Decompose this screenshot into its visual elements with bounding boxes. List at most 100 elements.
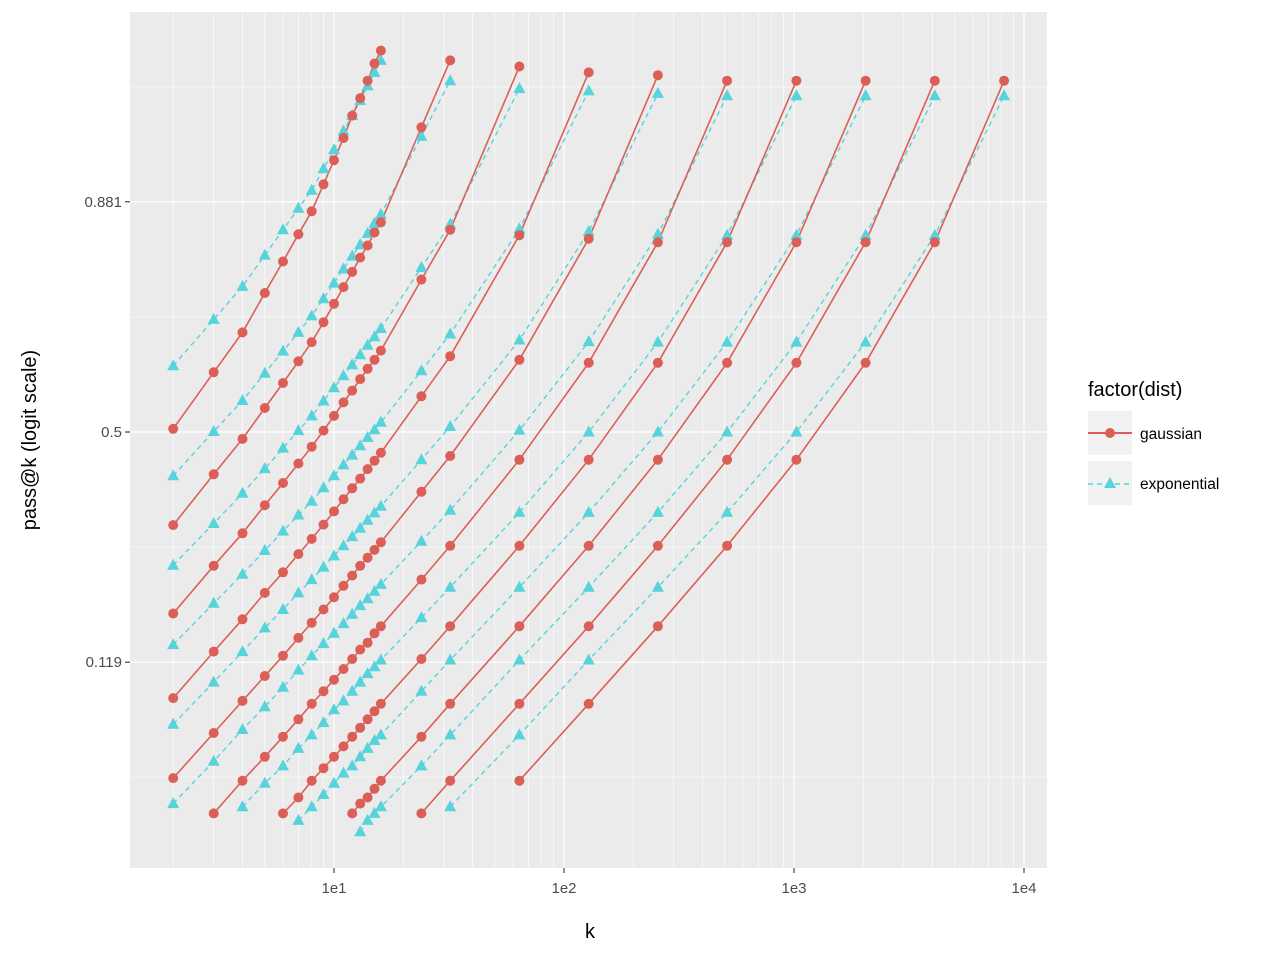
data-point-gaussian	[259, 751, 270, 762]
data-point-exponential	[317, 637, 330, 649]
data-point-exponential	[236, 567, 249, 579]
data-point-exponential	[305, 800, 318, 812]
data-point-exponential	[415, 534, 428, 546]
data-point-exponential	[368, 65, 381, 77]
data-point-exponential	[277, 759, 289, 771]
data-point-gaussian	[929, 237, 940, 248]
data-point-exponential	[374, 207, 387, 219]
data-point-gaussian	[722, 454, 733, 465]
data-point-exponential	[354, 825, 367, 837]
data-point-gaussian	[583, 357, 594, 368]
data-point-exponential	[444, 327, 457, 339]
data-point-gaussian	[306, 617, 317, 628]
data-point-exponential	[277, 344, 289, 356]
data-point-gaussian	[369, 455, 380, 466]
data-point-gaussian	[652, 237, 663, 248]
data-point-gaussian	[318, 179, 329, 190]
data-point-gaussian	[369, 706, 380, 717]
y-tick-label: 0.881	[84, 194, 122, 211]
data-point-exponential	[258, 248, 271, 260]
data-point-gaussian	[722, 540, 733, 551]
data-point-exponential	[415, 684, 428, 696]
data-point-exponential	[317, 560, 330, 572]
data-point-gaussian	[318, 519, 329, 530]
x-axis-title: k	[585, 921, 596, 943]
y-tick-label: 0.5	[101, 424, 122, 441]
data-point-gaussian	[362, 792, 373, 803]
data-point-gaussian	[259, 403, 270, 413]
data-point-exponential	[361, 592, 374, 604]
data-point-gaussian	[369, 354, 380, 365]
data-point-exponential	[368, 806, 381, 818]
data-point-exponential	[374, 415, 387, 427]
data-point-gaussian	[306, 775, 317, 786]
data-point-gaussian	[369, 227, 380, 238]
data-point-gaussian	[278, 256, 288, 267]
data-point-gaussian	[445, 540, 456, 551]
data-point-gaussian	[791, 75, 802, 86]
data-point-gaussian	[355, 798, 366, 809]
data-point-gaussian	[347, 266, 358, 277]
data-point-gaussian	[318, 686, 329, 697]
data-point-exponential	[582, 335, 595, 347]
data-point-gaussian	[168, 608, 179, 619]
data-point-exponential	[790, 335, 803, 347]
data-point-gaussian	[347, 654, 358, 664]
data-point-gaussian	[369, 544, 380, 555]
x-tick-label: 1e1	[321, 880, 346, 897]
data-point-exponential	[513, 505, 526, 517]
data-point-gaussian	[338, 282, 349, 293]
data-point-exponential	[305, 183, 318, 195]
data-point-gaussian	[259, 500, 270, 511]
series-line-exponential	[172, 93, 659, 725]
data-point-gaussian	[168, 423, 179, 434]
data-point-gaussian	[278, 567, 288, 578]
data-point-gaussian	[237, 433, 248, 444]
legend-label: exponential	[1140, 476, 1219, 493]
data-point-gaussian	[445, 775, 456, 786]
data-point-gaussian	[237, 528, 248, 539]
data-point-gaussian	[293, 356, 304, 367]
data-point-gaussian	[652, 540, 663, 551]
data-point-gaussian	[278, 378, 288, 388]
data-point-exponential	[361, 338, 374, 350]
data-point-gaussian	[278, 808, 288, 819]
data-point-gaussian	[929, 75, 940, 86]
data-point-exponential	[415, 453, 428, 465]
data-point-gaussian	[583, 698, 594, 709]
data-point-exponential	[305, 409, 318, 421]
data-point-exponential	[651, 580, 664, 592]
axes: 1e1 1e2 1e3 1e4 0.119 0.5 0.881	[84, 194, 1036, 897]
data-point-exponential	[337, 694, 350, 706]
data-point-gaussian	[293, 549, 304, 560]
data-point-exponential	[354, 675, 367, 687]
data-point-exponential	[328, 626, 340, 638]
data-point-gaussian	[416, 654, 427, 664]
data-point-exponential	[928, 228, 941, 240]
data-point-exponential	[277, 603, 289, 614]
data-point-exponential	[444, 74, 457, 86]
data-point-gaussian	[514, 61, 525, 72]
data-point-exponential	[167, 469, 180, 481]
data-point-gaussian	[338, 397, 349, 408]
data-point-exponential	[337, 262, 350, 274]
data-point-exponential	[374, 499, 387, 511]
data-point-exponential	[444, 728, 457, 740]
data-point-exponential	[236, 394, 249, 405]
data-point-gaussian	[722, 75, 733, 86]
data-point-gaussian	[329, 155, 339, 166]
data-point-gaussian	[860, 357, 871, 368]
data-point-gaussian	[318, 604, 329, 615]
data-point-exponential	[361, 741, 374, 753]
data-point-exponential	[998, 89, 1011, 101]
data-point-exponential	[207, 517, 220, 528]
data-point-exponential	[328, 549, 340, 561]
data-point-exponential	[258, 544, 271, 555]
data-point-exponential	[513, 82, 526, 93]
data-point-gaussian	[318, 425, 329, 436]
data-point-exponential	[277, 680, 289, 692]
data-point-exponential	[368, 734, 381, 745]
legend-label: gaussian	[1140, 426, 1202, 443]
data-point-gaussian	[375, 537, 386, 548]
data-point-gaussian	[652, 621, 663, 632]
